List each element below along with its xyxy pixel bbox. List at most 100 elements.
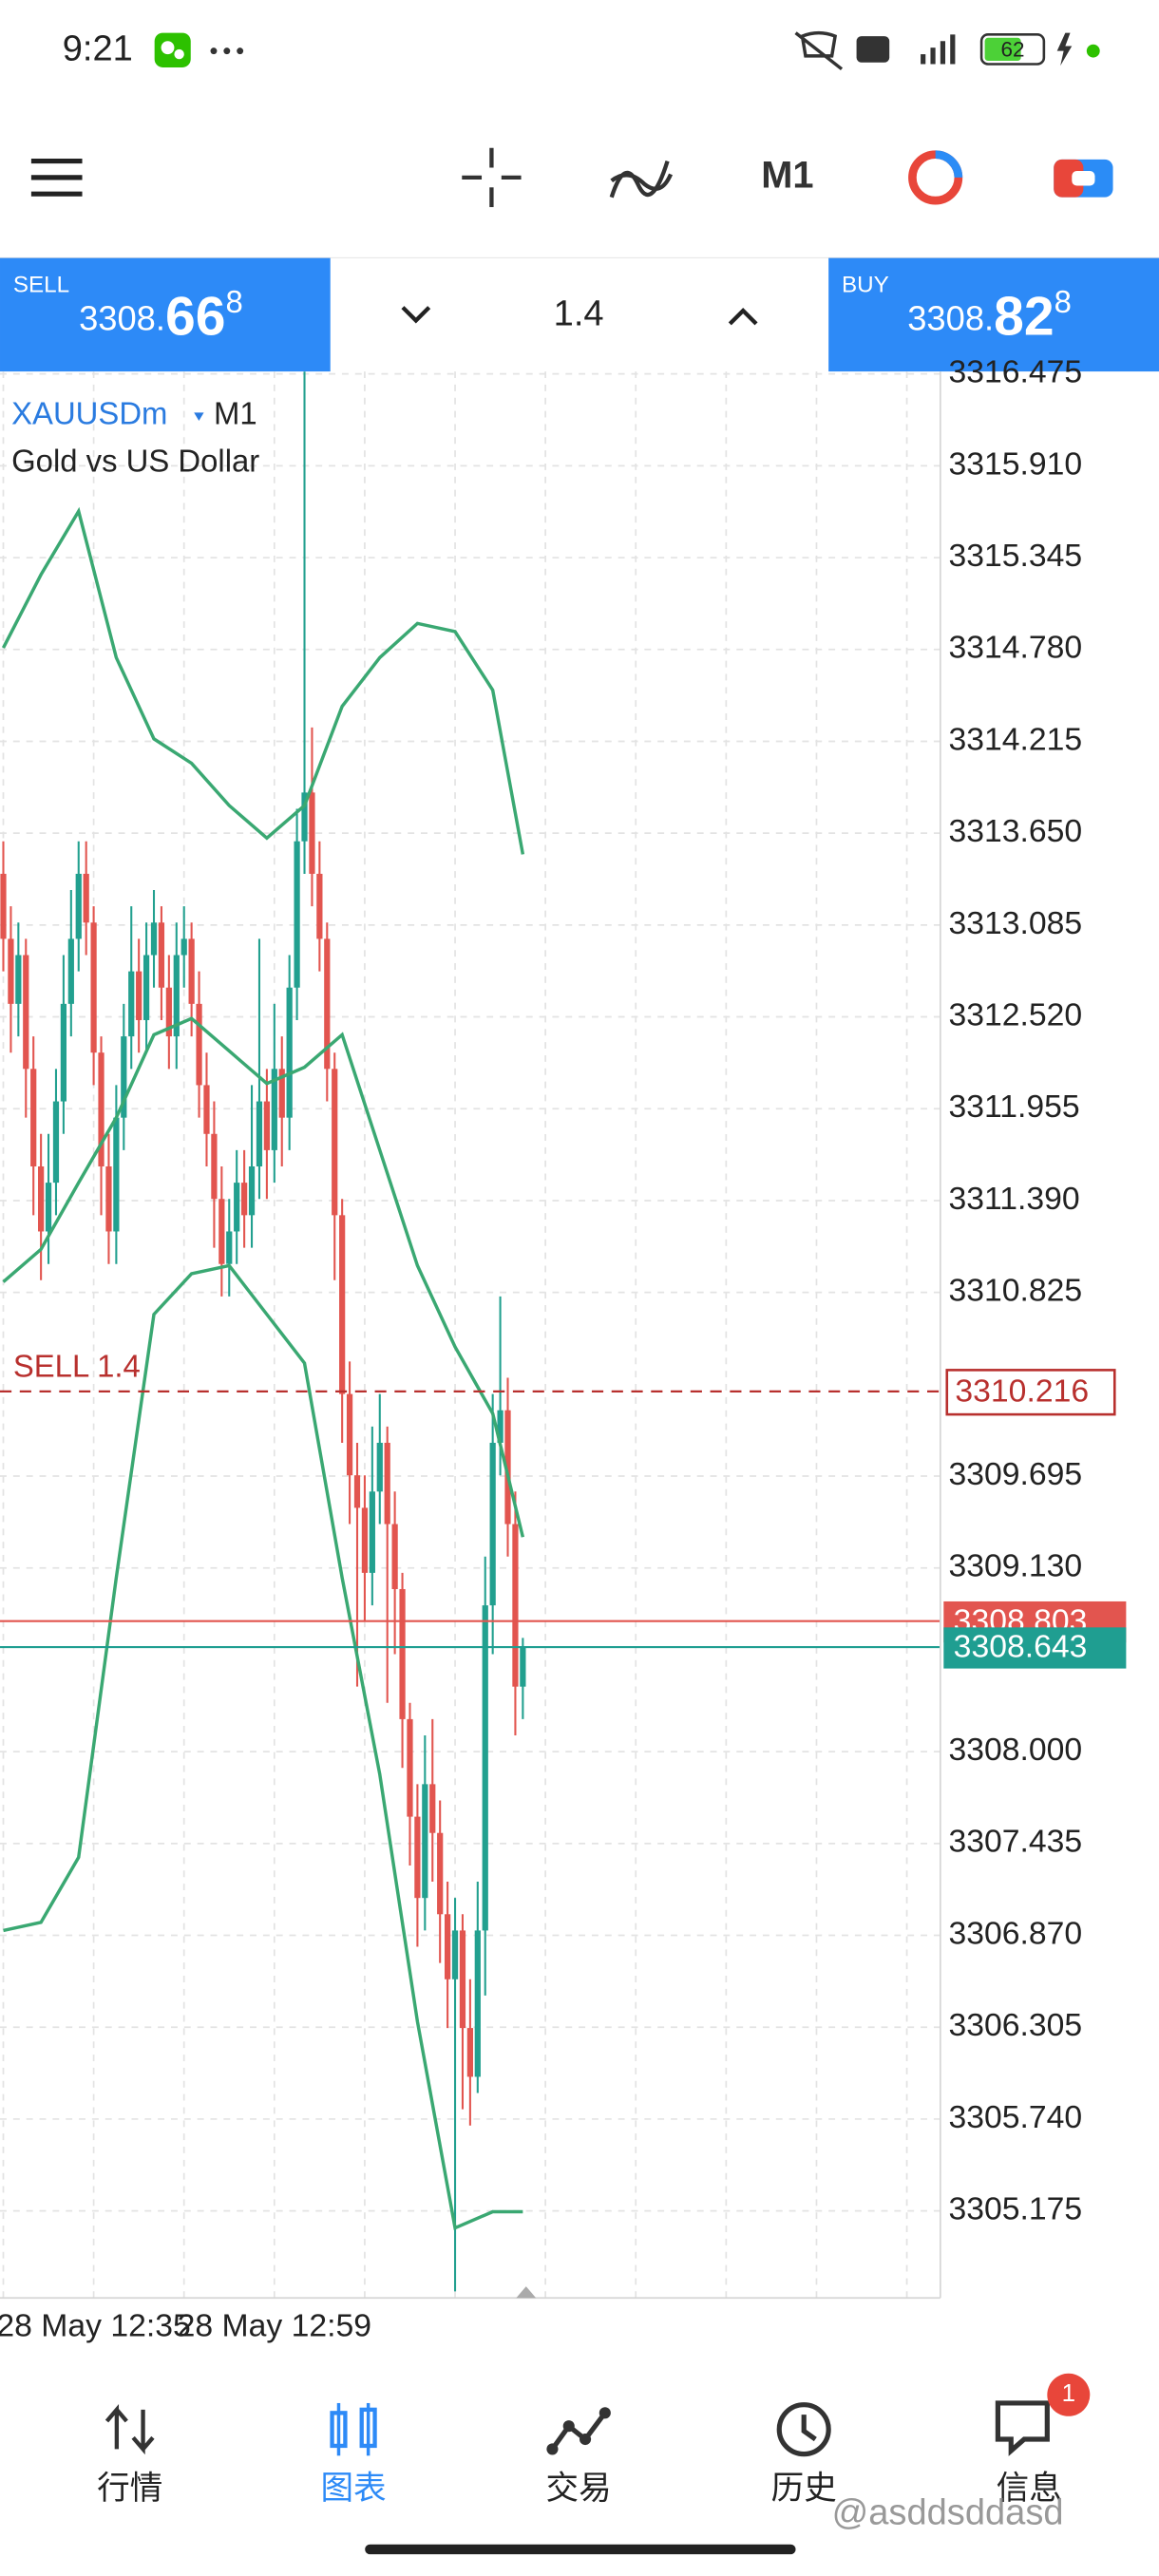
messages-icon [995,2400,1050,2456]
nav-label[interactable]: 图表 [320,2471,386,2507]
candle-body [474,1930,481,2077]
y-tick-label: 3313.085 [948,905,1082,941]
bid-price-box [943,1627,1127,1669]
trade-nav-icon [550,2411,607,2451]
candle-body [180,938,187,956]
candle-body [512,1524,519,1687]
candle-body [437,1832,444,1915]
y-tick-label: 3308.000 [948,1732,1082,1768]
candle-body [301,792,308,842]
sell-button[interactable] [0,257,331,372]
candle-body [165,987,172,1037]
volume-value[interactable]: 1.4 [554,294,604,333]
bid-price: 3308.643 [954,1629,1088,1665]
candle-body [294,841,300,988]
symbol: XAUUSDm [11,395,167,430]
charging-icon [1056,32,1073,66]
candle-body [278,1069,285,1118]
candle-body [226,1231,233,1264]
quotes-icon [104,2404,155,2455]
sell-price-tail: 8 [226,284,243,319]
candle-body [376,1442,383,1492]
bottom-nav [0,2354,1159,2576]
candle-body [489,1442,496,1606]
candle-body [90,922,97,1053]
candle-body [407,1718,413,1817]
menu-icon[interactable] [30,158,83,197]
candle-body [173,955,180,1037]
candle-body [67,938,74,1004]
volume-down[interactable] [401,306,431,324]
candle-body [75,873,82,939]
candle-body [234,1183,240,1232]
candle-body [399,1588,406,1719]
sell-price-big: 66 [165,287,226,348]
candle-body [105,1166,112,1232]
battery-outline [979,33,1046,66]
candle-body [128,971,135,1037]
candle-body [346,1393,353,1476]
y-tick-label: 3316.475 [948,354,1082,390]
candle-body [23,955,29,1070]
status-dot [1086,44,1100,58]
candle-body [158,922,165,988]
battery-text: 62 [1000,38,1024,62]
candle-body [384,1442,390,1525]
chart-shift-marker[interactable] [516,2286,537,2299]
candle-body [263,1101,271,1150]
symbol-dropdown[interactable] [194,412,204,422]
candle-body [142,955,150,1020]
x-tick-label: 28 May 12:59 [178,2307,371,2343]
nav-label[interactable]: 信息 [997,2471,1062,2507]
axes: 3316.475 3315.910 3315.345 3314.780 3314.215… [0,354,1127,2343]
buy-button[interactable] [828,257,1159,372]
nav-label[interactable]: 历史 [771,2471,837,2507]
crosshair-icon[interactable] [462,147,522,208]
sell-label: SELL [13,272,69,297]
candle-body [248,1166,256,1216]
band-lower [3,1263,523,2231]
y-tick-label: 3315.910 [948,445,1082,482]
badge-count: 1 [1062,2380,1075,2407]
candle-body [83,873,89,923]
volume-up[interactable] [728,308,758,326]
candle-body [414,1816,421,1899]
history-icon [776,2402,831,2457]
nav-label[interactable]: 交易 [546,2471,612,2507]
candle-body [324,938,331,1070]
candle-body [136,971,142,1020]
candle-body [271,1069,277,1150]
candle-body [60,1003,67,1102]
order-label: SELL 1.4 [13,1348,141,1383]
y-tick-label: 3312.520 [948,996,1082,1032]
nav-labels: 行情 图表 交易 历史 信息 [97,2471,1062,2507]
candle-body [520,1647,526,1687]
candle-body [188,938,195,1004]
candle-body [497,1410,504,1443]
timeframe-button[interactable]: M1 [761,154,813,196]
candle-body [466,2028,473,2077]
y-tick-label: 3310.825 [948,1273,1082,1309]
trade-icon-half [1054,159,1084,198]
trade-nav-dots [546,2407,611,2455]
sell-price-head: 3308. [79,298,165,337]
status-time: 9:21 [63,29,133,69]
candle-body [211,1133,218,1200]
candle-body [353,1475,361,1508]
trade-icon-inner [1072,170,1095,186]
nav-label[interactable]: 行情 [97,2471,162,2507]
candle-body [256,1101,263,1167]
order-price: 3310.216 [955,1373,1089,1410]
wechat-icon-dot [161,41,175,55]
candle-body [429,1784,436,1833]
y-tick-label: 3315.345 [948,538,1082,574]
wechat-icon-dot [174,48,184,60]
objects-icon-arc [935,150,963,179]
candle-body [422,1784,428,1899]
candle-body [444,1914,451,1979]
y-tick-label: 3309.695 [948,1456,1082,1492]
order-price-box [945,1369,1116,1416]
indicators-icon[interactable] [609,160,674,199]
